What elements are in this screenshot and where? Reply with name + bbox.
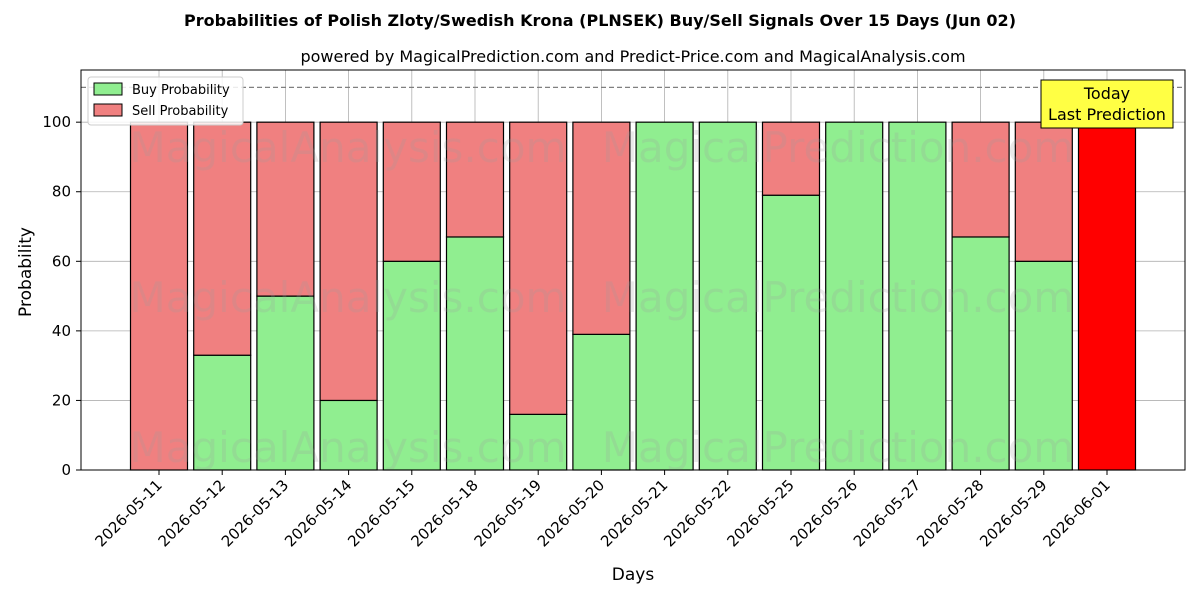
- x-tick-label: 2026-05-25: [723, 476, 797, 550]
- bar-buy: [635, 121, 694, 471]
- legend-frame: [87, 76, 244, 126]
- x-tick-label: 2026-05-28: [913, 476, 987, 550]
- bar-buy: [698, 121, 757, 471]
- bar-sell: [445, 121, 505, 238]
- legend-swatch-sell: [93, 103, 123, 117]
- y-tick-label: 80: [52, 183, 71, 201]
- bar-buy: [319, 399, 378, 471]
- bar-buy: [509, 413, 568, 471]
- watermark-text: MagicalAnalysis.com: [130, 423, 567, 472]
- bar-buy: [761, 194, 821, 471]
- bar-sell: [572, 121, 631, 335]
- watermarks: MagicalAnalysis.com MagicalPrediction.com…: [130, 123, 1075, 472]
- x-tick-label: 2026-05-18: [407, 476, 481, 550]
- x-tick-label: 2026-05-29: [976, 476, 1050, 550]
- x-tick-label: 2026-05-15: [344, 476, 418, 550]
- bar-sell: [382, 121, 441, 262]
- bar-sell: [193, 121, 252, 356]
- x-tick-label: 2026-05-27: [850, 476, 924, 550]
- y-axis-label: Probability: [16, 227, 36, 317]
- x-tick-label: 2026-05-22: [660, 476, 734, 550]
- y-tick-label: 100: [42, 113, 71, 131]
- x-tick-label: 2026-05-12: [155, 476, 229, 550]
- y-tick-label: 60: [52, 252, 71, 270]
- y-tick-label: 0: [61, 461, 71, 479]
- bar-sell: [951, 121, 1010, 238]
- x-tick-label: 2026-05-19: [471, 476, 545, 550]
- bar-buy: [951, 236, 1010, 471]
- bar-sell: [1014, 121, 1073, 262]
- legend-swatch-buy: [93, 82, 123, 96]
- x-tick-label: 2026-05-26: [787, 476, 861, 550]
- x-axis-label: Days: [612, 565, 655, 585]
- bar-sell: [761, 121, 821, 196]
- annotation-line1: Today: [1083, 84, 1130, 103]
- annotation-line2: Last Prediction: [1048, 105, 1166, 124]
- legend-label-buy: Buy Probability: [132, 83, 230, 98]
- bar-sell: [509, 121, 568, 415]
- x-tick-label: 2026-05-14: [281, 476, 355, 550]
- watermark-text: MagicalAnalysis.com: [130, 123, 567, 172]
- chart-subtitle: powered by MagicalPrediction.com and Pre…: [300, 47, 965, 66]
- x-tick-label: 2026-05-11: [91, 476, 165, 550]
- x-tick-label: 2026-06-01: [1039, 476, 1113, 550]
- bar-buy: [888, 121, 947, 471]
- chart-title: Probabilities of Polish Zloty/Swedish Kr…: [184, 11, 1016, 30]
- annotation-box: [1040, 79, 1174, 129]
- bar-buy: [825, 121, 884, 471]
- bar-sell: [256, 121, 315, 297]
- watermark-text: MagicalAnalysis.com: [130, 273, 567, 322]
- bars: [129, 121, 1137, 471]
- bar-sell: [1077, 121, 1137, 471]
- bar-sell: [319, 121, 378, 402]
- legend: Buy Probability Sell Probability: [87, 76, 244, 126]
- y-tick-label: 40: [52, 322, 71, 340]
- x-tick-label: 2026-05-13: [218, 476, 292, 550]
- bar-buy: [1014, 260, 1073, 471]
- watermark-text: MagicalPrediction.com: [602, 423, 1075, 472]
- plot-area: [80, 69, 1186, 471]
- x-tick-label: 2026-05-20: [534, 476, 608, 550]
- watermark-text: MagicalPrediction.com: [602, 273, 1075, 322]
- today-annotation: Today Last Prediction: [1040, 79, 1174, 129]
- watermark-text: MagicalPrediction.com: [602, 123, 1075, 172]
- y-tick-label: 20: [52, 391, 71, 409]
- bar-buy: [445, 236, 505, 471]
- bar-buy: [572, 333, 631, 471]
- legend-label-sell: Sell Probability: [132, 104, 229, 119]
- x-tick-label: 2026-05-21: [597, 476, 671, 550]
